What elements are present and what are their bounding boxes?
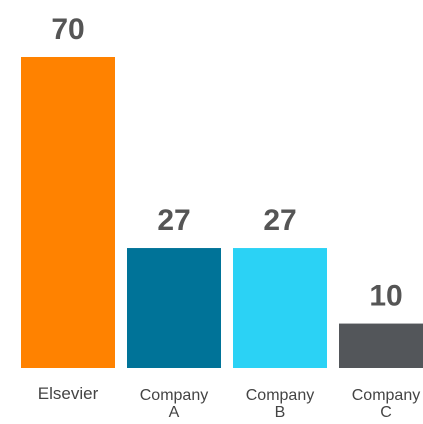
bar-elsevier bbox=[21, 57, 115, 368]
category-label-company-b-line-2: B bbox=[275, 404, 286, 421]
value-labels-layer: 70 27 27 10 bbox=[51, 13, 402, 313]
category-label-company-a-line-1: Company bbox=[140, 387, 208, 404]
value-label-elsevier: 70 bbox=[51, 13, 84, 46]
value-label-company-a: 27 bbox=[157, 204, 190, 237]
bar-company-c bbox=[339, 323, 423, 368]
value-label-company-b: 27 bbox=[263, 204, 296, 237]
bar-company-b bbox=[233, 248, 327, 368]
category-label-elsevier: Elsevier bbox=[38, 384, 99, 403]
value-label-company-c: 10 bbox=[369, 280, 402, 313]
category-label-company-b-line-1: Company bbox=[246, 387, 314, 404]
category-label-company-c-line-1: Company bbox=[352, 387, 420, 404]
bars-layer bbox=[21, 57, 423, 368]
bar-company-a bbox=[127, 248, 221, 368]
category-label-company-c-line-2: C bbox=[380, 404, 392, 421]
category-label-company-a-line-2: A bbox=[169, 404, 180, 421]
